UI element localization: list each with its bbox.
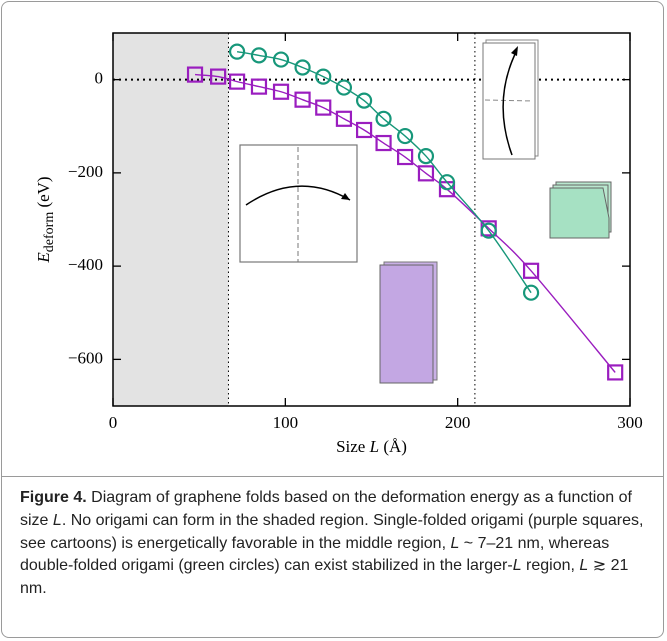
circle-marker: [272, 51, 290, 68]
caption-text: L: [579, 557, 589, 575]
plot-frame: [112, 32, 631, 407]
circle-marker: [522, 284, 540, 301]
x-axis-label: Size L (Å): [336, 437, 407, 456]
square-marker: [294, 91, 311, 108]
square-marker: [335, 110, 353, 127]
square-marker: [417, 165, 435, 182]
caption-text: Diagram of graphene folds based on the d…: [20, 489, 632, 529]
x-axis-label-part: Size: [336, 437, 370, 456]
square-marker: [272, 83, 290, 100]
square-marker: [186, 66, 204, 83]
caption: Figure 4. Diagram of graphene folds base…: [20, 487, 650, 601]
circle-marker: [375, 110, 392, 127]
y-tick-label: −600: [68, 348, 103, 367]
circle-marker: [438, 174, 456, 191]
y-tick-label: −200: [68, 162, 103, 181]
circle-marker: [355, 92, 373, 109]
caption-text: . No origami can form in the shaded regi…: [20, 511, 644, 552]
cartoon-double-sheet: [482, 39, 539, 160]
circle-marker: [294, 59, 311, 76]
y-axis-label-part: deform: [42, 212, 57, 253]
cartoon-green-fold: [549, 181, 612, 239]
circle-marker: [315, 68, 332, 85]
circle-marker: [250, 47, 268, 64]
x-tick-label: 300: [617, 413, 643, 432]
square-marker: [397, 148, 414, 166]
square-marker: [375, 134, 392, 152]
caption-text: ≳ 21 nm.: [20, 557, 629, 598]
x-axis-label-part: L: [369, 437, 379, 456]
y-tick-label: −400: [68, 255, 103, 274]
square-marker: [250, 78, 268, 95]
y-tick-label: 0: [95, 69, 104, 88]
square-marker: [355, 121, 373, 139]
cartoon-purple-fold: [379, 261, 438, 384]
caption-text: L: [52, 511, 62, 529]
fit-curve: [236, 50, 532, 294]
caption-label: Figure 4.: [20, 489, 87, 506]
x-axis-label-part: (Å): [379, 437, 407, 456]
y-axis-label-part: E: [34, 252, 53, 264]
x-tick-label: 0: [109, 413, 118, 432]
square-marker: [210, 68, 227, 85]
square-marker: [228, 73, 246, 90]
square-marker: [315, 99, 332, 116]
chart: 0 100 200 300 0 −200 −400 −600 Size L (Å) Edeform…: [34, 32, 643, 456]
square-marker: [607, 364, 624, 381]
x-tick-label: 100: [273, 413, 299, 432]
caption-text: L: [450, 534, 460, 552]
cartoon-arc: [239, 144, 358, 263]
circle-marker: [397, 127, 414, 145]
separator: [2, 476, 663, 477]
square-marker: [522, 262, 540, 279]
circle-marker: [228, 43, 246, 60]
caption-text: region,: [521, 557, 580, 575]
caption-text: L: [512, 557, 522, 575]
y-axis-label-part: (eV): [34, 176, 53, 211]
circle-marker: [417, 147, 435, 165]
circle-marker: [335, 79, 353, 96]
y-axis-label: Edeform (eV): [34, 176, 57, 263]
x-tick-label: 200: [445, 413, 471, 432]
circle-marker: [480, 222, 497, 239]
caption-text: ~ 7–21 nm, whereas double-folded origami…: [20, 534, 610, 575]
shaded-region: [113, 33, 229, 406]
